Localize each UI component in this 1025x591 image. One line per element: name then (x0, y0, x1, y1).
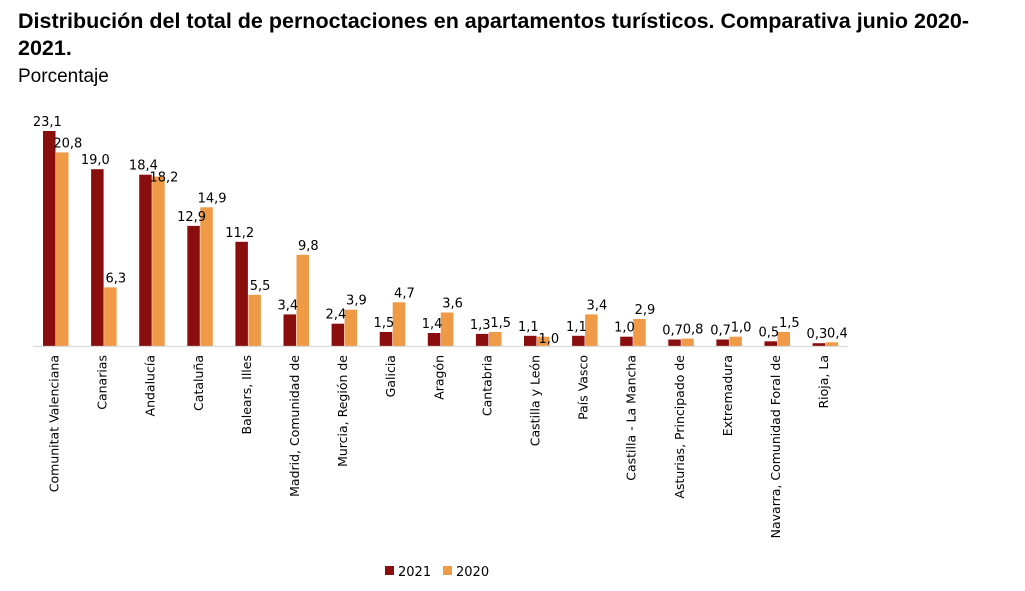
bar-2021-3 (187, 225, 200, 346)
data-label-2021-1: 19,0 (81, 153, 110, 168)
category-label-6: Murcia, Región de (335, 355, 350, 467)
data-label-2021-0: 23,1 (33, 115, 62, 130)
data-label-2021-16: 0,3 (807, 327, 828, 342)
bar-2021-0 (43, 131, 56, 346)
data-label-2021-6: 2,4 (326, 308, 347, 323)
category-label-0: Comunitat Valenciana (47, 355, 62, 492)
data-label-2021-12: 1,0 (614, 321, 635, 336)
bar-2020-1 (104, 287, 117, 346)
category-label-5: Madrid, Comunidad de (287, 355, 302, 497)
bar-2021-14 (716, 339, 729, 346)
category-label-14: Extremadura (720, 355, 735, 436)
data-label-2020-8: 3,6 (442, 297, 463, 312)
data-label-2021-14: 0,7 (710, 324, 731, 339)
data-label-2021-3: 12,9 (177, 210, 206, 225)
bar-2021-16 (812, 343, 826, 346)
category-labels-layer: Comunitat Valenciana Canarias Andalucía Cat… (47, 355, 832, 539)
bar-2020-11 (585, 314, 598, 346)
data-label-2021-5: 3,4 (277, 298, 298, 313)
bar-2020-13 (681, 338, 694, 346)
chart-subtitle: Porcentaje (18, 66, 109, 87)
bar-2020-0 (56, 152, 69, 346)
data-label-2020-2: 18,2 (149, 171, 178, 186)
data-label-2020-15: 1,5 (779, 316, 800, 331)
legend-swatch-2020 (443, 566, 452, 575)
data-label-2020-7: 4,7 (394, 286, 415, 301)
data-label-2021-8: 1,4 (422, 317, 443, 332)
bar-2020-7 (392, 302, 406, 346)
bar-2021-10 (524, 335, 537, 346)
bar-2021-15 (764, 341, 777, 346)
bar-2020-14 (729, 336, 742, 346)
data-label-2020-12: 2,9 (635, 303, 656, 318)
data-label-2020-14: 1,0 (731, 321, 752, 336)
data-label-2021-11: 1,1 (566, 320, 587, 335)
category-label-16: Rioja, La (816, 355, 831, 409)
category-label-1: Canarias (95, 355, 110, 410)
bar-2021-11 (572, 335, 585, 346)
data-label-2021-2: 18,4 (129, 159, 158, 174)
data-label-2020-16: 0,4 (827, 326, 848, 341)
bar-2020-2 (152, 176, 165, 346)
bar-2021-9 (475, 333, 489, 346)
bar-2020-10 (537, 336, 550, 346)
bar-2020-9 (488, 332, 502, 346)
bars-layer (43, 131, 839, 346)
data-label-2021-13: 0,7 (662, 324, 683, 339)
bar-2020-16 (825, 342, 839, 346)
legend-swatch-2021 (385, 566, 394, 575)
data-label-2021-4: 11,2 (225, 226, 254, 241)
legend: 2021 2020 (385, 565, 489, 580)
bar-2021-4 (235, 241, 248, 346)
legend-label-2020: 2020 (456, 565, 489, 580)
data-label-2020-0: 20,8 (53, 136, 82, 151)
category-label-3: Cataluña (191, 355, 206, 411)
data-label-2020-1: 6,3 (105, 271, 126, 286)
bar-2021-12 (620, 336, 633, 346)
bar-2020-5 (296, 254, 309, 346)
bar-2020-6 (344, 309, 358, 346)
bar-2021-1 (91, 169, 104, 346)
chart-title: Distribución del total de pernoctaciones… (18, 9, 969, 60)
bar-2020-3 (200, 207, 213, 346)
category-label-10: Castilla y León (528, 355, 543, 446)
category-label-8: Aragón (431, 355, 446, 400)
data-labels-layer: 23,1 20,8 19,0 6,3 18,418,2 12,9 14,9 11,2 5,5 3,… (33, 115, 848, 347)
bar-2021-2 (139, 174, 152, 346)
data-label-2021-9: 1,3 (470, 318, 491, 333)
data-label-2020-5: 9,8 (298, 239, 319, 254)
category-label-12: Castilla - La Mancha (624, 355, 639, 481)
data-label-2020-3: 14,9 (198, 191, 227, 206)
data-label-2020-13: 0,8 (683, 323, 704, 338)
category-label-7: Galicia (383, 355, 398, 397)
data-label-2020-9: 1,5 (490, 316, 511, 331)
category-label-4: Balears, Illes (239, 355, 254, 435)
bar-2021-13 (668, 339, 681, 346)
bar-2020-12 (633, 319, 646, 346)
data-label-2020-6: 3,9 (346, 294, 367, 309)
bar-2021-8 (427, 333, 441, 346)
category-label-11: País Vasco (576, 355, 591, 420)
category-label-9: Cantabria (479, 355, 494, 416)
data-label-2021-15: 0,5 (758, 325, 779, 340)
bar-2021-7 (379, 332, 393, 346)
bar-2020-15 (777, 332, 790, 346)
data-label-2021-7: 1,5 (374, 316, 395, 331)
category-label-2: Andalucía (143, 355, 158, 416)
bar-2021-5 (283, 314, 296, 346)
data-label-2020-10: 1,0 (538, 332, 559, 347)
category-label-15: Navarra, Comunidad Foral de (768, 355, 783, 539)
data-label-2020-4: 5,5 (250, 279, 271, 294)
bar-2020-4 (248, 294, 261, 346)
data-label-2020-11: 3,4 (587, 298, 608, 313)
data-label-2021-10: 1,1 (518, 320, 539, 335)
legend-label-2021: 2021 (398, 565, 431, 580)
bar-2020-8 (440, 312, 454, 346)
bar-2021-6 (331, 323, 345, 346)
category-label-13: Asturias, Principado de (672, 355, 687, 499)
